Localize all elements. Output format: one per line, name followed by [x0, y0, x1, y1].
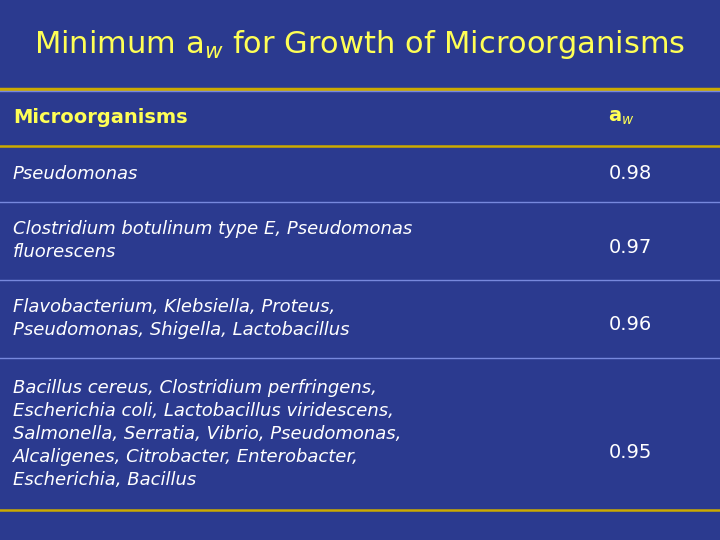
Text: 0.97: 0.97 [608, 238, 652, 256]
Text: 0.95: 0.95 [608, 443, 652, 462]
Text: 0.96: 0.96 [608, 315, 652, 334]
Text: 0.98: 0.98 [608, 164, 652, 183]
Text: Bacillus cereus, Clostridium perfringens,
Escherichia coli, Lactobacillus viride: Bacillus cereus, Clostridium perfringens… [13, 379, 401, 489]
Text: Microorganisms: Microorganisms [13, 108, 188, 127]
Text: Clostridium botulinum type E, Pseudomonas
fluorescens: Clostridium botulinum type E, Pseudomona… [13, 220, 413, 261]
Text: Pseudomonas: Pseudomonas [13, 165, 138, 183]
Text: a$_w$: a$_w$ [608, 108, 635, 127]
Text: Minimum a$_w$ for Growth of Microorganisms: Minimum a$_w$ for Growth of Microorganis… [35, 28, 685, 61]
Text: Flavobacterium, Klebsiella, Proteus,
Pseudomonas, Shigella, Lactobacillus: Flavobacterium, Klebsiella, Proteus, Pse… [13, 298, 349, 339]
